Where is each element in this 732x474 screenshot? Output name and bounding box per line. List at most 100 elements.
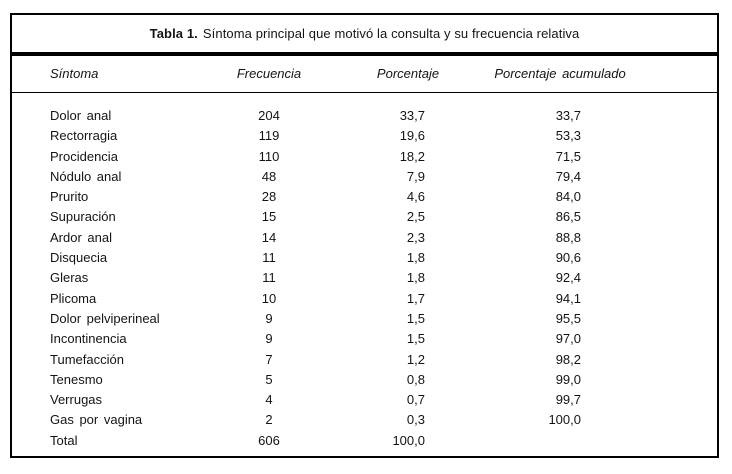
table-row: Dolor pelviperineal 9 1,5 95,5 bbox=[12, 309, 717, 329]
table-container: Tabla 1. Síntoma principal que motivó la… bbox=[10, 13, 719, 458]
cell-frecuencia: 5 bbox=[265, 371, 273, 387]
cell-porcentaje: 0,8 bbox=[406, 371, 425, 387]
cell-sintoma: Dolor pelviperineal bbox=[50, 310, 160, 326]
table-header-row: Síntoma Frecuencia Porcentaje Porcentaje… bbox=[12, 56, 717, 93]
cell-frecuencia: 110 bbox=[258, 148, 280, 164]
cell-porcentaje-acumulado: 84,0 bbox=[555, 189, 581, 205]
cell-filler bbox=[640, 370, 717, 390]
cell-sintoma: Ardor anal bbox=[50, 229, 112, 245]
cell-porcentaje-acumulado: 94,1 bbox=[555, 290, 581, 306]
cell-porcentaje-acumulado: 33,7 bbox=[555, 108, 581, 123]
cell-porcentaje: 100,0 bbox=[392, 432, 425, 448]
symptoms-table: Síntoma Frecuencia Porcentaje Porcentaje… bbox=[12, 56, 717, 451]
cell-sintoma: Verrugas bbox=[50, 392, 103, 408]
table-number-label: Tabla 1. bbox=[149, 26, 198, 41]
table-row: Verrugas 4 0,7 99,7 bbox=[12, 390, 717, 410]
cell-filler bbox=[640, 390, 717, 410]
cell-frecuencia: 7 bbox=[265, 351, 273, 367]
table-row: Tenesmo 5 0,8 99,0 bbox=[12, 370, 717, 390]
cell-filler bbox=[640, 93, 717, 127]
cell-frecuencia: 606 bbox=[258, 432, 280, 448]
cell-porcentaje-acumulado: 71,5 bbox=[555, 148, 581, 164]
cell-filler bbox=[640, 228, 717, 248]
cell-porcentaje: 1,5 bbox=[406, 331, 425, 347]
cell-filler bbox=[640, 126, 717, 146]
cell-filler bbox=[640, 431, 717, 451]
cell-frecuencia: 11 bbox=[262, 250, 276, 266]
cell-filler bbox=[640, 248, 717, 268]
cell-frecuencia: 119 bbox=[258, 128, 280, 144]
table-row: Incontinencia 9 1,5 97,0 bbox=[12, 329, 717, 349]
cell-sintoma: Supuración bbox=[50, 209, 116, 225]
table-row: Gleras 11 1,8 92,4 bbox=[12, 268, 717, 288]
cell-porcentaje: 0,3 bbox=[406, 412, 425, 428]
cell-porcentaje: 7,9 bbox=[406, 168, 425, 184]
cell-porcentaje: 2,3 bbox=[406, 229, 425, 245]
cell-sintoma: Disquecia bbox=[50, 250, 108, 266]
column-header-filler bbox=[640, 56, 717, 93]
column-header-frecuencia: Frecuencia bbox=[202, 56, 336, 93]
cell-filler bbox=[640, 167, 717, 187]
cell-sintoma: Gleras bbox=[50, 270, 89, 286]
cell-filler bbox=[640, 289, 717, 309]
table-row: Nódulo anal 48 7,9 79,4 bbox=[12, 167, 717, 187]
table-row: Procidencia 110 18,2 71,5 bbox=[12, 147, 717, 167]
cell-porcentaje-acumulado: 88,8 bbox=[555, 229, 581, 245]
cell-sintoma: Gas por vagina bbox=[50, 412, 143, 428]
table-row: Gas por vagina 2 0,3 100,0 bbox=[12, 410, 717, 430]
column-header-porcentaje-acumulado: Porcentaje acumulado bbox=[480, 56, 640, 93]
cell-frecuencia: 48 bbox=[261, 168, 277, 184]
cell-frecuencia: 4 bbox=[265, 392, 273, 408]
table-title: Tabla 1. Síntoma principal que motivó la… bbox=[12, 15, 717, 56]
cell-porcentaje: 18,2 bbox=[399, 148, 425, 164]
table-row: Supuración 15 2,5 86,5 bbox=[12, 207, 717, 227]
cell-porcentaje: 19,6 bbox=[399, 128, 425, 144]
cell-sintoma: Rectorragia bbox=[50, 128, 118, 144]
cell-porcentaje-acumulado: 95,5 bbox=[555, 310, 581, 326]
cell-porcentaje: 1,8 bbox=[406, 250, 425, 266]
cell-sintoma: Procidencia bbox=[50, 148, 118, 164]
cell-porcentaje-acumulado bbox=[480, 431, 640, 451]
cell-frecuencia: 10 bbox=[261, 290, 277, 306]
cell-porcentaje: 1,7 bbox=[406, 290, 425, 306]
cell-porcentaje-acumulado: 99,7 bbox=[555, 392, 581, 408]
cell-frecuencia: 11 bbox=[262, 270, 276, 286]
cell-porcentaje-acumulado: 86,5 bbox=[555, 209, 581, 225]
cell-porcentaje-acumulado: 100,0 bbox=[548, 412, 581, 428]
table-title-text: Síntoma principal que motivó la consulta… bbox=[202, 26, 580, 41]
cell-porcentaje-acumulado: 92,4 bbox=[555, 270, 581, 286]
cell-frecuencia: 28 bbox=[261, 189, 277, 205]
table-row: Prurito 28 4,6 84,0 bbox=[12, 187, 717, 207]
table-row: Dolor anal 204 33,7 33,7 bbox=[12, 93, 717, 127]
table-row: Disquecia 11 1,8 90,6 bbox=[12, 248, 717, 268]
cell-filler bbox=[640, 268, 717, 288]
cell-frecuencia: 9 bbox=[265, 331, 273, 347]
cell-filler bbox=[640, 207, 717, 227]
cell-porcentaje-acumulado: 90,6 bbox=[555, 250, 581, 266]
cell-porcentaje: 33,7 bbox=[399, 108, 425, 123]
table-row: Tumefacción 7 1,2 98,2 bbox=[12, 350, 717, 370]
cell-sintoma: Total bbox=[50, 432, 78, 448]
cell-filler bbox=[640, 309, 717, 329]
cell-filler bbox=[640, 187, 717, 207]
cell-frecuencia: 2 bbox=[265, 412, 273, 428]
table-row: Total 606 100,0 bbox=[12, 431, 717, 451]
table-row: Ardor anal 14 2,3 88,8 bbox=[12, 228, 717, 248]
cell-porcentaje: 4,6 bbox=[406, 189, 425, 205]
cell-porcentaje-acumulado: 53,3 bbox=[555, 128, 581, 144]
cell-porcentaje: 1,2 bbox=[406, 351, 425, 367]
cell-sintoma: Plicoma bbox=[50, 290, 97, 306]
cell-porcentaje: 0,7 bbox=[406, 392, 425, 408]
cell-porcentaje-acumulado: 97,0 bbox=[555, 331, 581, 347]
cell-frecuencia: 204 bbox=[258, 108, 280, 123]
cell-filler bbox=[640, 147, 717, 167]
cell-porcentaje-acumulado: 79,4 bbox=[555, 168, 581, 184]
cell-sintoma: Incontinencia bbox=[50, 331, 127, 347]
cell-frecuencia: 9 bbox=[265, 310, 273, 326]
cell-sintoma: Tenesmo bbox=[50, 371, 103, 387]
cell-porcentaje: 1,5 bbox=[406, 310, 425, 326]
column-header-porcentaje: Porcentaje bbox=[336, 56, 480, 93]
cell-porcentaje: 2,5 bbox=[406, 209, 425, 225]
cell-filler bbox=[640, 350, 717, 370]
column-header-sintoma: Síntoma bbox=[12, 56, 202, 93]
